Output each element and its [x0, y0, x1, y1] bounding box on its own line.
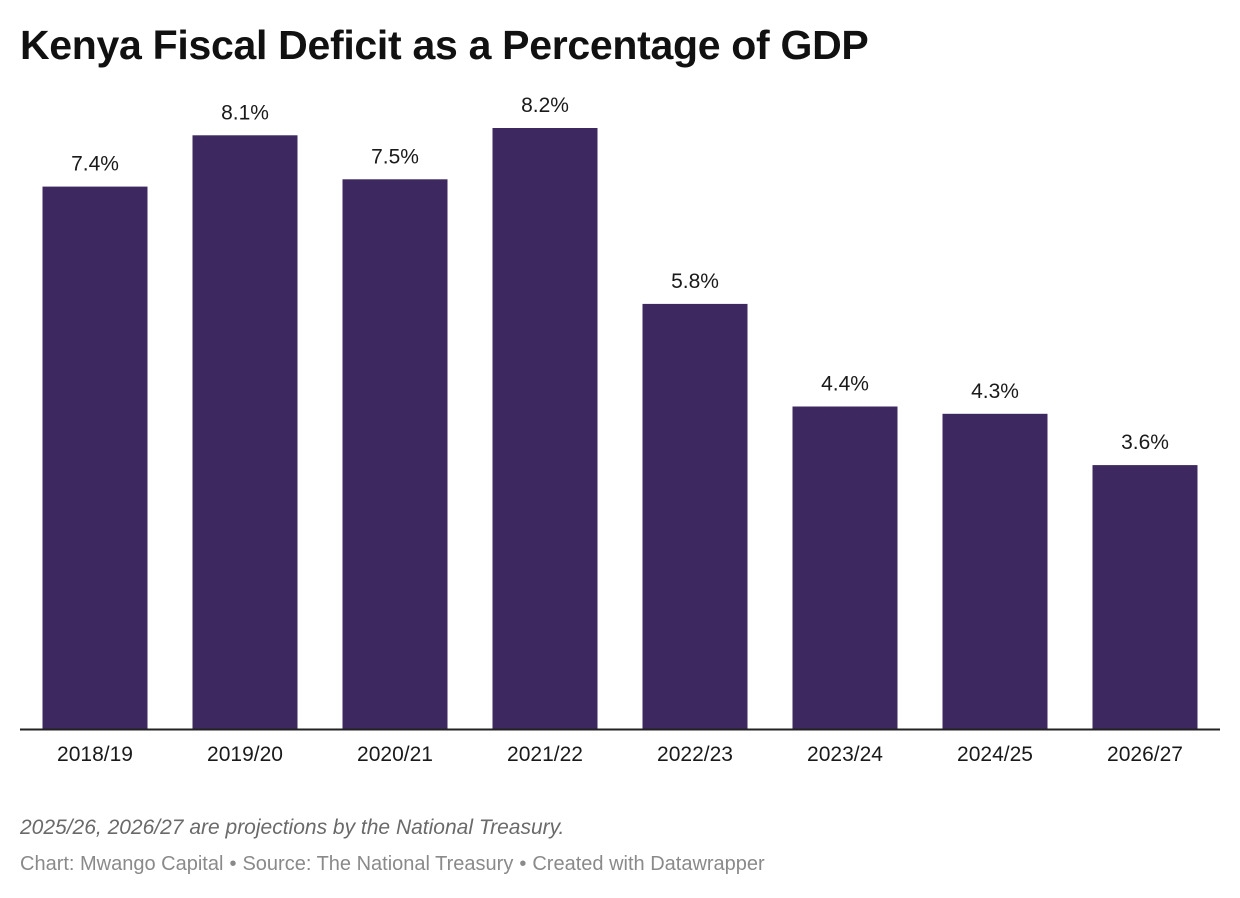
- chart-title: Kenya Fiscal Deficit as a Percentage of …: [20, 22, 869, 68]
- bar-2022-23: [642, 303, 748, 729]
- credit-separator: •: [229, 853, 237, 875]
- x-tick-label: 2023/24: [807, 743, 883, 766]
- x-tick-label: 2019/20: [207, 743, 283, 766]
- bar-2026-27: [1092, 465, 1198, 729]
- bar-2019-20: [192, 135, 298, 730]
- x-tick-label: 2020/21: [357, 743, 433, 766]
- value-label: 8.1%: [221, 101, 269, 124]
- x-tick-label: 2021/22: [507, 743, 583, 766]
- value-label: 7.5%: [371, 145, 419, 168]
- x-tick-label: 2022/23: [657, 743, 733, 766]
- x-tick-label: 2026/27: [1107, 743, 1183, 766]
- value-labels-layer: 7.4% 8.1% 7.5% 8.2% 5.8% 4.4% 4.3% 3.6%: [71, 94, 1169, 454]
- chart-credit: Chart: Mwango Capital: [20, 853, 224, 875]
- bar-2021-22: [492, 128, 598, 729]
- value-label: 4.4%: [821, 373, 869, 396]
- value-label: 8.2%: [521, 94, 569, 117]
- x-tick-label: 2024/25: [957, 743, 1033, 766]
- x-tick-labels-layer: 2018/19 2019/20 2020/21 2021/22 2022/23 2023/…: [57, 743, 1183, 766]
- bar-2018-19: [42, 186, 148, 730]
- value-label: 5.8%: [671, 270, 719, 293]
- x-tick-label: 2018/19: [57, 743, 133, 766]
- bar-2023-24: [792, 406, 898, 729]
- value-label: 4.3%: [971, 380, 1019, 403]
- bar-chart: 7.4% 8.1% 7.5% 8.2% 5.8% 4.4% 4.3% 3.6% 2018/19…: [20, 94, 1220, 766]
- credit-separator: •: [519, 853, 527, 875]
- chart-credits: Chart: Mwango Capital • Source: The Nation…: [20, 853, 765, 876]
- value-label: 3.6%: [1121, 431, 1169, 454]
- bar-2020-21: [342, 179, 448, 730]
- created-with-credit: Created with Datawrapper: [532, 853, 765, 875]
- value-label: 7.4%: [71, 153, 119, 176]
- bars-layer: [42, 128, 1198, 730]
- bar-2024-25: [942, 413, 1048, 729]
- projection-note: 2025/26, 2026/27 are projections by the …: [20, 816, 565, 839]
- source-credit: Source: The National Treasury: [242, 853, 514, 875]
